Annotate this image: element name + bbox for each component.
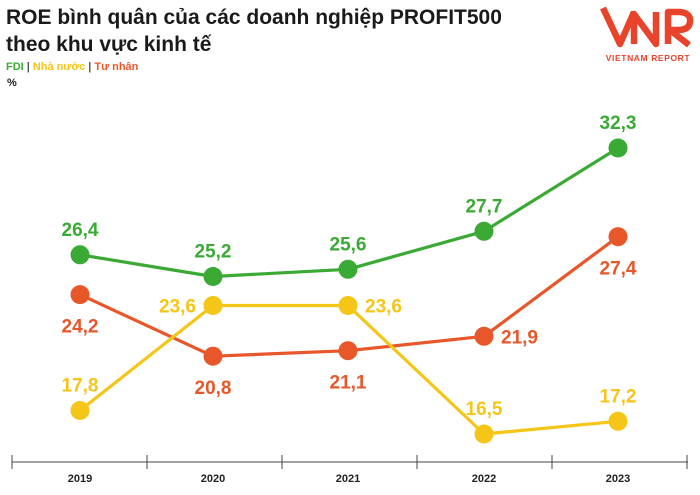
x-tick-label-2020: 2020	[201, 473, 225, 485]
data-point-0-2023	[608, 138, 628, 158]
legend-item-fdi: FDI	[6, 61, 24, 73]
x-tick-label-2021: 2021	[336, 473, 360, 485]
data-point-1-2023	[608, 411, 628, 431]
data-label-1-2020: 23,6	[159, 297, 196, 318]
legend-item-nha-nuoc: Nhà nước	[32, 61, 86, 73]
x-tick-label-2023: 2023	[606, 473, 630, 485]
y-unit-label: %	[7, 77, 17, 89]
x-tick-label-2019: 2019	[68, 473, 92, 485]
logo-caption: VIETNAM REPORT	[606, 53, 691, 63]
data-label-0-2021: 25,6	[330, 234, 367, 255]
legend-separator: |	[26, 61, 30, 73]
data-point-0-2022	[474, 221, 494, 241]
data-point-2-2021	[338, 341, 358, 361]
data-point-2-2022	[474, 326, 494, 346]
data-label-1-2019: 17,8	[62, 376, 99, 397]
data-point-0-2021	[338, 259, 358, 279]
series-line-0	[79, 146, 619, 279]
legend-separator: |	[88, 61, 92, 73]
chart-title-line-2: theo khu vực kinh tế	[6, 33, 212, 56]
legend: FDI | Nhà nước | Tư nhân	[6, 61, 138, 73]
data-label-0-2019: 26,4	[62, 220, 99, 241]
data-point-2-2020	[203, 346, 223, 366]
chart-title: ROE bình quân của các doanh nghiệp PROFI…	[6, 4, 566, 58]
data-point-0-2020	[203, 267, 223, 286]
data-point-1-2019	[70, 401, 90, 420]
data-label-2-2021: 21,1	[330, 373, 367, 394]
series-layer: 24,2 20,8 21,1 21,9 27,4 17,8 23,6 23,6 16,5 17,2…	[62, 113, 637, 444]
vietnam-report-logo: VIETNAM REPORT	[600, 6, 694, 63]
data-point-1-2021	[338, 296, 358, 315]
data-point-2-2023	[608, 227, 628, 247]
data-point-1-2022	[474, 424, 494, 444]
data-label-2-2020: 20,8	[195, 378, 232, 399]
series-line-1	[79, 303, 619, 436]
data-point-1-2020	[203, 296, 223, 315]
data-label-2-2022: 21,9	[501, 327, 538, 348]
data-point-0-2019	[70, 245, 90, 265]
chart-title-line-1: ROE bình quân của các doanh nghiệp PROFI…	[6, 6, 502, 29]
x-axis: 2019 2020 2021 2022 2023	[11, 455, 688, 485]
data-label-1-2022: 16,5	[466, 399, 503, 420]
x-tick-label-2022: 2022	[472, 473, 496, 485]
data-label-2-2019: 24,2	[62, 317, 99, 338]
data-label-0-2023: 32,3	[600, 113, 637, 134]
data-label-1-2023: 17,2	[600, 386, 637, 407]
data-label-2-2023: 27,4	[600, 259, 637, 280]
data-point-2-2019	[70, 285, 90, 305]
data-label-1-2021: 23,6	[365, 297, 402, 318]
legend-item-tu-nhan: Tư nhân	[94, 61, 139, 73]
data-label-0-2022: 27,7	[466, 196, 503, 217]
data-label-0-2020: 25,2	[195, 242, 232, 263]
